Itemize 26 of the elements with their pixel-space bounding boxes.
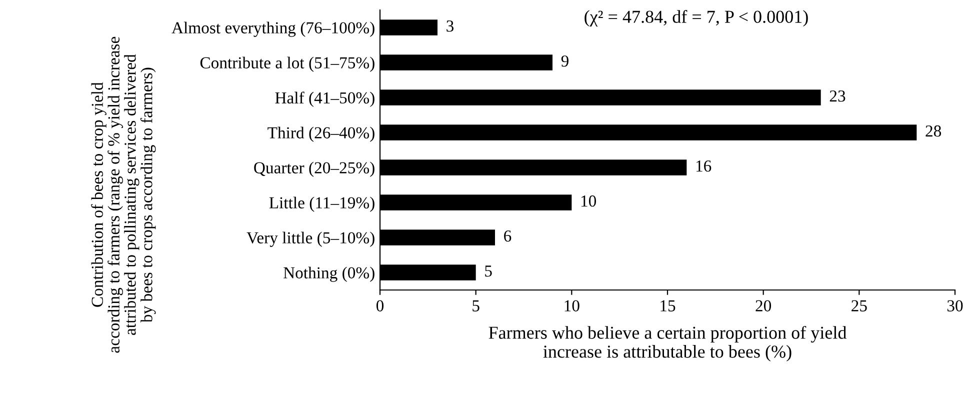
x-tick-label: 0: [376, 300, 384, 312]
x-tick-label: 10: [564, 300, 580, 312]
annotation: (χ² = 47.84, df = 7, P < 0.0001): [584, 10, 808, 27]
x-tick-label: 15: [660, 300, 676, 312]
y-tick-label: Half (41–50%): [275, 92, 374, 107]
data-label: 6: [504, 230, 512, 242]
data-label: 5: [485, 266, 492, 277]
y-tick-label: Nothing (0%): [284, 266, 374, 282]
data-label: 16: [696, 160, 712, 172]
x-tick-label: 25: [852, 300, 867, 312]
y-tick-label: Contribute a lot (51–75%): [200, 56, 374, 72]
x-tick-label: 5: [472, 300, 480, 312]
y-tick-label: Almost everything (76–100%): [172, 22, 374, 37]
x-tick-label: 20: [756, 300, 772, 312]
data-label: 9: [561, 55, 568, 67]
y-tick-label: Very little (5–10%): [246, 232, 374, 247]
x-axis-title: Farmers who believe a certain proportion of yield increase is attributable to bees (%): [488, 326, 847, 362]
y-tick-label: Third (26–40%): [268, 126, 374, 142]
y-tick-label: Little (11–19%): [269, 196, 374, 212]
data-label: 28: [926, 125, 942, 137]
x-tick-label: 30: [947, 300, 963, 312]
y-tick-label: Quarter (20–25%): [254, 162, 374, 177]
data-label: 23: [830, 90, 846, 102]
y-axis-title: Contribution of bees to crop yield according to farmers (range of % yield increase attributed to pollinating services delivered by bees to crops according to farmers): [91, 36, 156, 353]
data-label: 10: [581, 195, 596, 207]
data-label: 3: [446, 20, 454, 32]
